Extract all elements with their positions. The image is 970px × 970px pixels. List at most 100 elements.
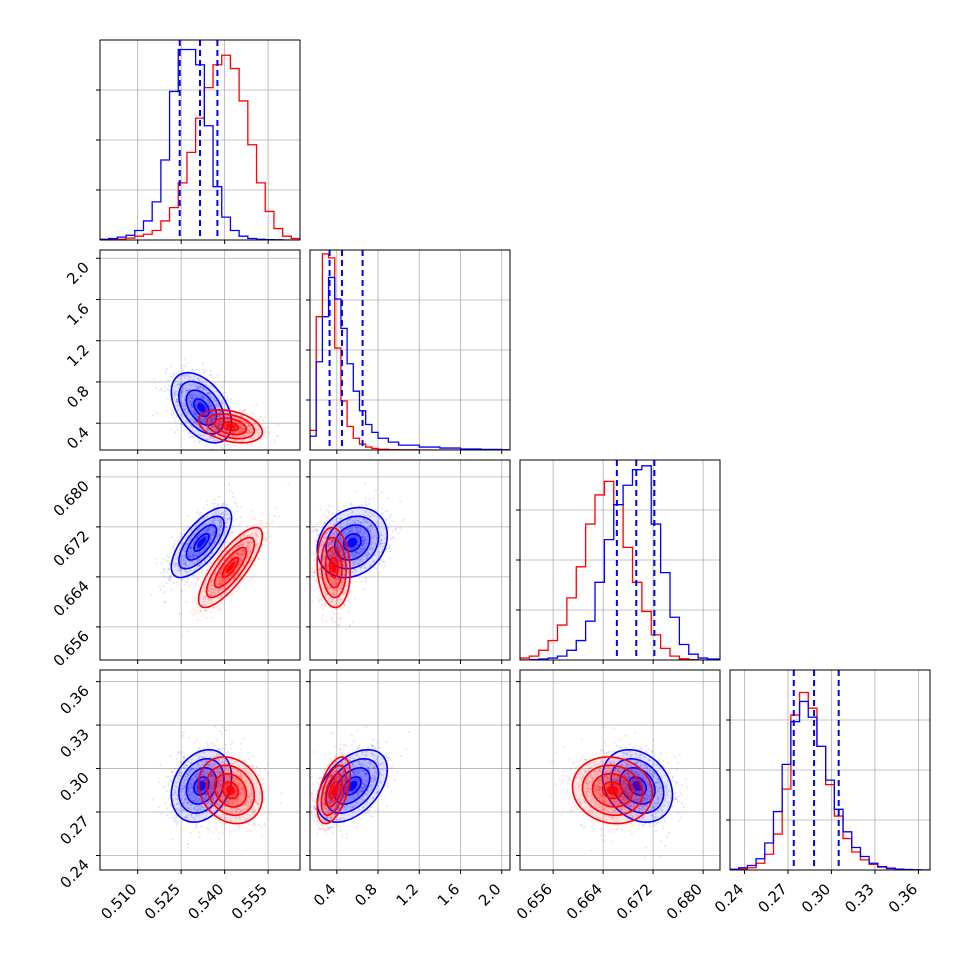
sample-point xyxy=(216,421,219,424)
sample-point xyxy=(201,381,204,384)
sample-point xyxy=(343,569,345,572)
sample-point xyxy=(255,429,258,432)
sample-point xyxy=(256,433,259,436)
sample-point xyxy=(233,427,236,430)
sample-point xyxy=(226,513,229,516)
sample-point xyxy=(229,400,232,403)
sample-point xyxy=(222,515,225,518)
sample-point xyxy=(219,435,221,438)
sample-point xyxy=(218,414,221,417)
sample-point xyxy=(346,537,349,540)
sample-point xyxy=(180,555,182,558)
sample-point xyxy=(303,560,305,562)
sample-point xyxy=(249,437,252,439)
sample-point xyxy=(271,520,274,523)
sample-point xyxy=(337,558,340,561)
sample-point xyxy=(211,420,213,423)
sample-point xyxy=(318,599,320,601)
sample-point xyxy=(205,530,208,533)
sample-point xyxy=(228,419,231,422)
sample-point xyxy=(197,386,200,389)
sample-point xyxy=(196,400,199,403)
sample-point xyxy=(180,399,183,402)
sample-point xyxy=(341,581,344,584)
sample-point xyxy=(354,551,357,553)
histogram-step-blue xyxy=(100,48,300,240)
sample-point xyxy=(348,601,351,604)
sample-point xyxy=(340,587,343,590)
contour-line xyxy=(221,421,240,432)
sample-point xyxy=(243,421,246,424)
sample-point xyxy=(226,549,229,552)
sample-point xyxy=(327,587,330,590)
sample-point xyxy=(189,394,192,397)
sample-point xyxy=(188,401,191,404)
sample-point xyxy=(192,551,195,554)
sample-point xyxy=(331,538,334,541)
sample-point xyxy=(233,501,236,504)
sample-point xyxy=(210,412,213,415)
sample-point xyxy=(362,550,365,553)
sample-point xyxy=(353,522,356,525)
sample-point xyxy=(335,520,338,522)
sample-point xyxy=(189,552,192,555)
sample-point xyxy=(364,503,367,506)
sample-point xyxy=(222,513,225,516)
sample-point xyxy=(203,516,206,519)
sample-point xyxy=(191,400,194,403)
sample-point xyxy=(247,552,249,555)
sample-point xyxy=(234,431,237,434)
sample-point xyxy=(265,531,268,534)
sample-point xyxy=(158,389,161,392)
sample-point xyxy=(240,549,243,551)
sample-point xyxy=(208,526,211,529)
sample-point xyxy=(224,510,227,513)
sample-point xyxy=(219,577,222,579)
sample-point xyxy=(199,533,202,536)
sample-point xyxy=(194,552,197,555)
sample-point xyxy=(212,520,215,523)
sample-point xyxy=(256,424,258,427)
sample-point xyxy=(210,519,213,522)
sample-point xyxy=(244,536,247,538)
sample-point xyxy=(195,422,198,425)
sample-point xyxy=(196,529,199,531)
sample-point xyxy=(354,561,356,564)
sample-point xyxy=(349,530,352,533)
sample-point xyxy=(252,564,255,566)
sample-point xyxy=(208,400,211,403)
sample-point xyxy=(246,534,249,537)
sample-point xyxy=(177,570,180,573)
sample-point xyxy=(197,394,200,397)
sample-point xyxy=(190,404,193,407)
sample-point xyxy=(194,612,197,615)
sample-point xyxy=(381,548,384,551)
sample-point xyxy=(197,387,200,390)
sample-point xyxy=(180,390,183,393)
sample-point xyxy=(231,573,234,576)
sample-point xyxy=(217,423,220,426)
sample-point xyxy=(196,535,199,538)
sample-point xyxy=(331,592,334,595)
sample-point xyxy=(229,532,232,535)
sample-point xyxy=(212,531,215,533)
sample-point xyxy=(190,528,193,531)
sample-point xyxy=(206,392,209,395)
sample-point xyxy=(203,525,206,527)
sample-point xyxy=(277,435,280,437)
sample-point xyxy=(160,588,162,591)
sample-point xyxy=(180,391,183,394)
sample-point xyxy=(222,567,224,570)
sample-point xyxy=(339,526,342,529)
contour-line xyxy=(213,546,248,589)
sample-point xyxy=(167,384,170,387)
sample-point xyxy=(216,410,219,413)
sample-point xyxy=(194,569,197,571)
sample-point xyxy=(318,575,321,578)
sample-point xyxy=(211,420,214,423)
sample-point xyxy=(235,590,238,593)
sample-point xyxy=(217,425,219,428)
sample-point xyxy=(335,579,338,582)
sample-point xyxy=(219,427,222,429)
sample-point xyxy=(200,571,203,574)
